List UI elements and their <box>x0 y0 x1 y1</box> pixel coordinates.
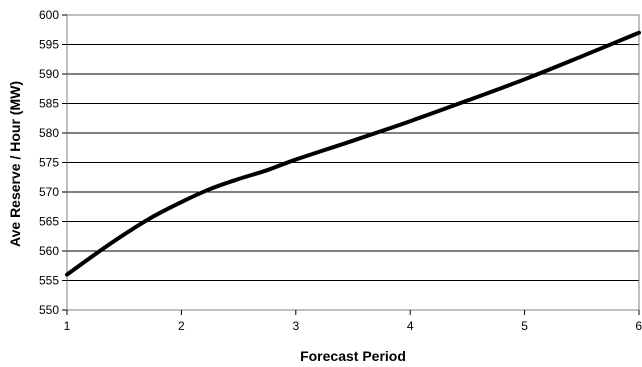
y-tick-label-10: 600 <box>39 8 59 22</box>
x-tick-label-5: 6 <box>635 319 642 333</box>
x-axis-ticks: 1 2 3 4 5 6 <box>64 310 642 333</box>
x-axis-title: Forecast Period <box>300 348 406 364</box>
y-axis-title: Ave Reserve / Hour (MW) <box>7 81 23 247</box>
y-tick-label-8: 590 <box>39 67 59 81</box>
y-tick-label-2: 560 <box>39 244 59 258</box>
y-tick-label-7: 585 <box>39 97 59 111</box>
y-axis-ticks: 550 555 560 565 570 575 580 585 590 595 600 <box>39 8 67 317</box>
y-tick-label-3: 565 <box>39 215 59 229</box>
y-tick-label-1: 555 <box>39 274 59 288</box>
gridlines <box>67 14 639 311</box>
y-tick-label-4: 570 <box>39 185 59 199</box>
x-tick-label-0: 1 <box>64 319 71 333</box>
x-tick-label-3: 4 <box>407 319 414 333</box>
y-tick-label-9: 595 <box>39 38 59 52</box>
y-tick-label-0: 550 <box>39 303 59 317</box>
x-tick-label-2: 3 <box>292 319 299 333</box>
x-tick-label-4: 5 <box>521 319 528 333</box>
x-tick-label-1: 2 <box>178 319 185 333</box>
y-tick-label-6: 580 <box>39 126 59 140</box>
series-line <box>65 30 641 277</box>
y-tick-label-5: 575 <box>39 156 59 170</box>
